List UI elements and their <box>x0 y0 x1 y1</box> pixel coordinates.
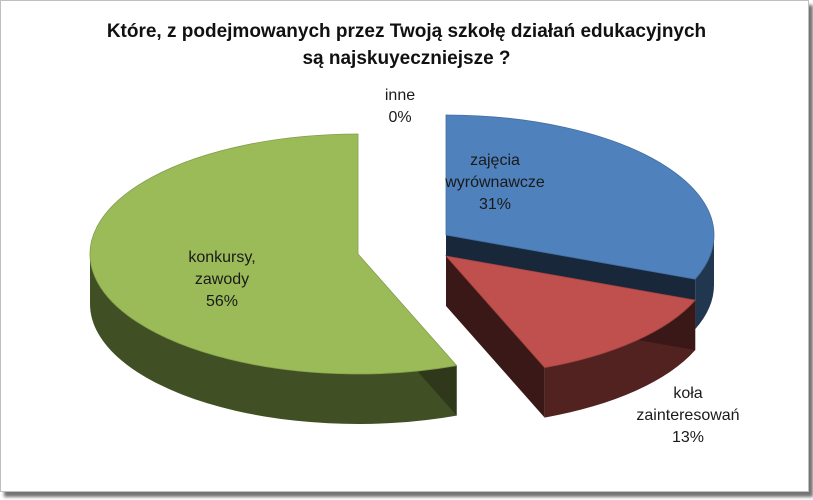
slice-3-label-line: 0% <box>388 109 411 126</box>
slice-1-label: koła zainteresowań 13% <box>636 385 739 446</box>
slice-0-label: zajęcia wyrównawcze 31% <box>444 152 545 213</box>
slice-0-label-line: wyrównawcze <box>444 174 545 191</box>
slice-1-label-line: koła <box>673 385 702 402</box>
slice-1-label-line: zainteresowań <box>636 407 739 424</box>
slice-3-label-line: inne <box>385 87 415 104</box>
slice-1-top <box>444 255 696 369</box>
chart-title-line-2: są najskuyeczniejsze ? <box>302 48 511 69</box>
slice-0-label-line: 31% <box>479 196 511 213</box>
pie-labels: zajęcia wyrównawcze 31% koła zainteresowań 13… <box>188 87 739 446</box>
slice-3-label: inne 0% <box>385 87 415 126</box>
slice-0-top <box>445 114 715 280</box>
slice-1-label-line: 13% <box>672 429 704 446</box>
chart-title: Które, z podejmowanych przez Twoją szkoł… <box>0 18 813 72</box>
slice-1-wall <box>544 300 696 418</box>
slice-0-label-line: zajęcia <box>470 152 520 169</box>
slice-2-label-line: 56% <box>206 293 238 310</box>
slice-2-label-line: konkursy, <box>188 249 255 266</box>
slice-2-top <box>89 133 458 375</box>
chart-title-line-1: Które, z podejmowanych przez Twoją szkoł… <box>106 21 707 42</box>
slice-2-label-line: zawody <box>195 271 249 288</box>
slice-1-cut-1 <box>446 256 545 418</box>
slice-2-wall <box>90 254 457 424</box>
slice-2-label: konkursy, zawody 56% <box>188 249 255 310</box>
pie-tops <box>89 114 715 375</box>
